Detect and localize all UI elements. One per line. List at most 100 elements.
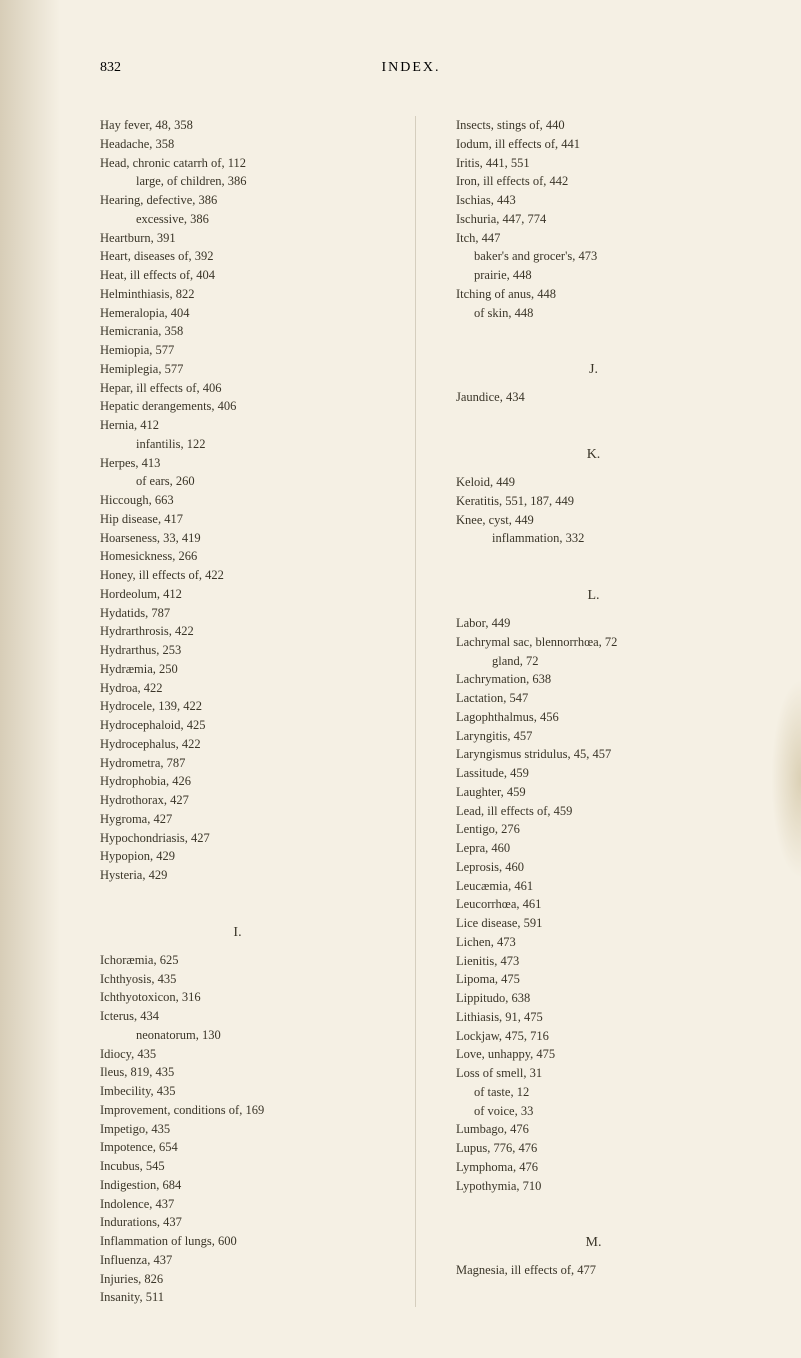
section-letter-J: J. <box>456 362 731 378</box>
index-entry: Lead, ill effects of, 459 <box>456 802 731 821</box>
index-entry: Impotence, 654 <box>100 1138 375 1157</box>
index-entry: Hydroa, 422 <box>100 679 375 698</box>
index-entry: Laughter, 459 <box>456 783 731 802</box>
index-entry: Idiocy, 435 <box>100 1045 375 1064</box>
page-header: 832 INDEX. <box>100 60 731 76</box>
index-entry: Hordeolum, 412 <box>100 585 375 604</box>
right-column: Insects, stings of, 440Iodum, ill effect… <box>456 116 731 1307</box>
index-entry: Lagophthalmus, 456 <box>456 708 731 727</box>
index-entry: Keratitis, 551, 187, 449 <box>456 492 731 511</box>
index-entry: Incubus, 545 <box>100 1157 375 1176</box>
index-entry: Labor, 449 <box>456 614 731 633</box>
index-entry: Laryngismus stridulus, 45, 457 <box>456 745 731 764</box>
index-entry: Insanity, 511 <box>100 1288 375 1307</box>
index-entry: Ileus, 819, 435 <box>100 1063 375 1082</box>
index-entry: Hip disease, 417 <box>100 510 375 529</box>
index-entry: Lipoma, 475 <box>456 970 731 989</box>
index-entry: Imbecility, 435 <box>100 1082 375 1101</box>
index-entry: Honey, ill effects of, 422 <box>100 566 375 585</box>
index-entry: Jaundice, 434 <box>456 388 731 407</box>
column-divider <box>415 116 416 1307</box>
index-entry: Hepar, ill effects of, 406 <box>100 379 375 398</box>
index-entry: Ichthyosis, 435 <box>100 970 375 989</box>
section-letter-L: L. <box>456 588 731 604</box>
index-entry: Laryngitis, 457 <box>456 727 731 746</box>
index-entry: Leprosis, 460 <box>456 858 731 877</box>
index-entry: Love, unhappy, 475 <box>456 1045 731 1064</box>
index-entry: Ischuria, 447, 774 <box>456 210 731 229</box>
index-entry: Heat, ill effects of, 404 <box>100 266 375 285</box>
index-entry: Iritis, 441, 551 <box>456 154 731 173</box>
section-letter-K: K. <box>456 447 731 463</box>
section-letter-I: I. <box>100 925 375 941</box>
index-entry: Knee, cyst, 449 <box>456 511 731 530</box>
index-entry: Hypochondriasis, 427 <box>100 829 375 848</box>
page-number: 832 <box>100 60 121 76</box>
index-entry: Hydrarthrosis, 422 <box>100 622 375 641</box>
index-entry: Lithiasis, 91, 475 <box>456 1008 731 1027</box>
page-container: 832 INDEX. Hay fever, 48, 358Headache, 3… <box>0 0 801 1358</box>
index-entry: Ichoræmia, 625 <box>100 951 375 970</box>
index-entry: Hydræmia, 250 <box>100 660 375 679</box>
index-entry: Lassitude, 459 <box>456 764 731 783</box>
index-entry: of voice, 33 <box>456 1102 731 1121</box>
index-entry: Lactation, 547 <box>456 689 731 708</box>
index-entry: Indolence, 437 <box>100 1195 375 1214</box>
index-entry: Lentigo, 276 <box>456 820 731 839</box>
index-entry: Hydrarthus, 253 <box>100 641 375 660</box>
index-entry: Lypothymia, 710 <box>456 1177 731 1196</box>
page-title: INDEX. <box>381 60 440 76</box>
content-columns: Hay fever, 48, 358Headache, 358Head, chr… <box>100 116 731 1307</box>
index-entry: Leucæmia, 461 <box>456 877 731 896</box>
index-entry: Injuries, 826 <box>100 1270 375 1289</box>
index-entry: large, of children, 386 <box>100 172 375 191</box>
index-entry: Hydrophobia, 426 <box>100 772 375 791</box>
index-entry: Headache, 358 <box>100 135 375 154</box>
index-entry: Hypopion, 429 <box>100 847 375 866</box>
index-entry: Hearing, defective, 386 <box>100 191 375 210</box>
index-entry: Lachrymation, 638 <box>456 670 731 689</box>
index-entry: Leucorrhœa, 461 <box>456 895 731 914</box>
index-entry: Hydatids, 787 <box>100 604 375 623</box>
index-entry: Head, chronic catarrh of, 112 <box>100 154 375 173</box>
index-entry: of taste, 12 <box>456 1083 731 1102</box>
index-entry: Insects, stings of, 440 <box>456 116 731 135</box>
index-entry: Lupus, 776, 476 <box>456 1139 731 1158</box>
index-entry: Hemiplegia, 577 <box>100 360 375 379</box>
index-entry: Inflammation of lungs, 600 <box>100 1232 375 1251</box>
index-entry: of ears, 260 <box>100 472 375 491</box>
index-entry: Hiccough, 663 <box>100 491 375 510</box>
index-entry: excessive, 386 <box>100 210 375 229</box>
index-entry: Indurations, 437 <box>100 1213 375 1232</box>
section-letter-M: M. <box>456 1235 731 1251</box>
index-entry: Hay fever, 48, 358 <box>100 116 375 135</box>
index-entry: Keloid, 449 <box>456 473 731 492</box>
index-entry: Heart, diseases of, 392 <box>100 247 375 266</box>
index-entry: baker's and grocer's, 473 <box>456 247 731 266</box>
index-entry: Ichthyotoxicon, 316 <box>100 988 375 1007</box>
index-entry: Lice disease, 591 <box>456 914 731 933</box>
index-entry: Helminthiasis, 822 <box>100 285 375 304</box>
index-entry: infantilis, 122 <box>100 435 375 454</box>
index-entry: Lippitudo, 638 <box>456 989 731 1008</box>
index-entry: Hemeralopia, 404 <box>100 304 375 323</box>
index-entry: Herpes, 413 <box>100 454 375 473</box>
index-entry: gland, 72 <box>456 652 731 671</box>
index-entry: Hydrocephaloid, 425 <box>100 716 375 735</box>
index-entry: Hydrometra, 787 <box>100 754 375 773</box>
index-entry: Hydrothorax, 427 <box>100 791 375 810</box>
index-entry: Hydrocele, 139, 422 <box>100 697 375 716</box>
index-entry: Influenza, 437 <box>100 1251 375 1270</box>
index-entry: neonatorum, 130 <box>100 1026 375 1045</box>
index-entry: Hernia, 412 <box>100 416 375 435</box>
index-entry: Hydrocephalus, 422 <box>100 735 375 754</box>
index-entry: Indigestion, 684 <box>100 1176 375 1195</box>
index-entry: Impetigo, 435 <box>100 1120 375 1139</box>
index-entry: Itch, 447 <box>456 229 731 248</box>
index-entry: Iron, ill effects of, 442 <box>456 172 731 191</box>
index-entry: Lienitis, 473 <box>456 952 731 971</box>
left-column: Hay fever, 48, 358Headache, 358Head, chr… <box>100 116 375 1307</box>
index-entry: Homesickness, 266 <box>100 547 375 566</box>
index-entry: Itching of anus, 448 <box>456 285 731 304</box>
index-entry: Hygroma, 427 <box>100 810 375 829</box>
